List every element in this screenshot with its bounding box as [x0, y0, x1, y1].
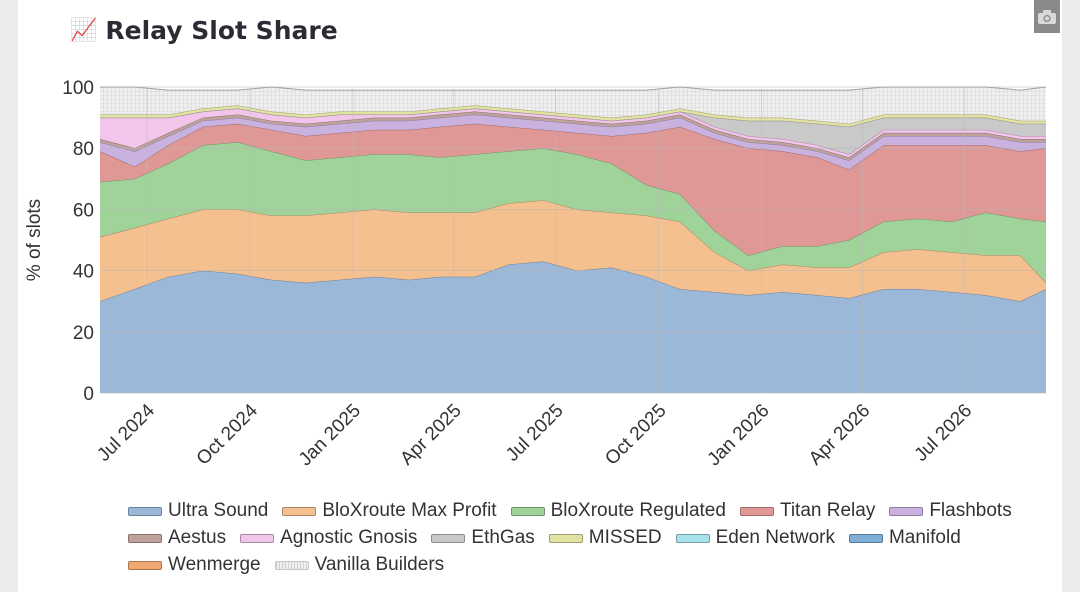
- legend-label: BloXroute Regulated: [550, 500, 726, 521]
- legend-swatch: [274, 560, 309, 570]
- area-ultra-sound: [100, 261, 1046, 393]
- area-bloxroute-max-profit: [100, 200, 1046, 302]
- legend-label: Flashbots: [929, 500, 1012, 521]
- area-missed: [100, 105, 1046, 127]
- legend-label: Wenmerge: [168, 554, 261, 575]
- y-tick-label: 20: [73, 323, 94, 344]
- area-agnostic-gnosis: [100, 108, 1046, 158]
- legend-item-aestus[interactable]: Aestus: [128, 527, 226, 549]
- legend-item-missed[interactable]: MISSED: [548, 527, 662, 549]
- legend-label: BloXroute Max Profit: [322, 500, 497, 521]
- legend-row: Aestus Agnostic Gnosis EthGas MISSED Eden Ne…: [128, 527, 1028, 549]
- legend-item-eden-network[interactable]: Eden Network: [675, 527, 835, 549]
- legend-swatch: [431, 533, 466, 543]
- legend-swatch: [675, 533, 710, 543]
- legend-swatch: [128, 560, 162, 570]
- chart-increasing-icon: 📈: [70, 18, 98, 43]
- camera-icon: [1038, 9, 1056, 24]
- legend-swatch: [889, 506, 924, 516]
- legend-swatch: [128, 506, 162, 516]
- chart-title: Relay Slot Share: [105, 16, 338, 45]
- legend-swatch: [848, 533, 883, 543]
- x-tick-label: Apr 2026: [805, 400, 874, 469]
- legend-label: Titan Relay: [779, 500, 876, 521]
- legend-swatch: [128, 533, 162, 543]
- x-tick-label: Jan 2026: [704, 400, 774, 470]
- area-vanilla-builders: [100, 87, 1046, 124]
- y-tick-label: 80: [73, 139, 94, 160]
- legend-swatch: [548, 533, 583, 543]
- x-tick-label: Oct 2024: [193, 400, 263, 470]
- legend-label: MISSED: [588, 527, 662, 548]
- x-tick-label: Jul 2024: [93, 400, 159, 466]
- legend-label: Agnostic Gnosis: [280, 527, 418, 548]
- legend-label: Manifold: [888, 527, 961, 548]
- area-flashbots: [100, 114, 1046, 170]
- page-title: 📈 Relay Slot Share: [70, 16, 338, 45]
- legend-item-ethgas[interactable]: EthGas: [431, 527, 535, 549]
- y-tick-label: 60: [73, 200, 94, 221]
- legend-item-vanilla-builders[interactable]: Vanilla Builders: [274, 554, 445, 576]
- legend-label: Vanilla Builders: [314, 554, 445, 575]
- legend-item-titan-relay[interactable]: Titan Relay: [739, 500, 876, 522]
- legend-row: Ultra Sound BloXroute Max Profit BloXroute…: [128, 500, 1028, 522]
- legend: Ultra Sound BloXroute Max Profit BloXroute…: [128, 500, 1028, 581]
- x-tick-label: Jul 2025: [502, 400, 568, 466]
- y-tick-label: 100: [62, 78, 94, 99]
- camera-button[interactable]: [1034, 0, 1060, 33]
- legend-swatch: [282, 506, 317, 516]
- legend-swatch: [240, 533, 275, 543]
- area-titan-relay: [100, 123, 1046, 256]
- legend-swatch: [510, 506, 545, 516]
- y-axis-label: % of slots: [24, 199, 45, 281]
- legend-item-bloxroute-regulated[interactable]: BloXroute Regulated: [510, 500, 726, 522]
- legend-swatch: [739, 506, 774, 516]
- y-tick-label: 0: [83, 384, 94, 405]
- legend-item-ultra-sound[interactable]: Ultra Sound: [128, 500, 268, 522]
- legend-label: EthGas: [471, 527, 535, 548]
- legend-label: Aestus: [168, 527, 227, 548]
- x-tick-label: Jul 2026: [911, 400, 977, 466]
- legend-row: Wenmerge Vanilla Builders: [128, 554, 1028, 576]
- legend-item-manifold[interactable]: Manifold: [848, 527, 961, 549]
- legend-item-agnostic-gnosis[interactable]: Agnostic Gnosis: [240, 527, 417, 549]
- x-tick-label: Apr 2025: [396, 400, 465, 469]
- legend-item-bloxroute-max-profit[interactable]: BloXroute Max Profit: [282, 500, 497, 522]
- x-tick-label: Oct 2025: [601, 400, 670, 469]
- area-bloxroute-regulated: [100, 142, 1046, 283]
- x-tick-label: Jan 2025: [295, 400, 365, 470]
- legend-label: Ultra Sound: [168, 500, 269, 521]
- y-tick-label: 40: [73, 262, 94, 283]
- legend-label: Eden Network: [715, 527, 835, 548]
- relay-share-chart: 0 20 40 60 80 100 Jul 2024 Oct 2024 Jan 2025 Apr…: [24, 78, 1047, 470]
- area-ethgas: [100, 108, 1046, 155]
- legend-item-wenmerge[interactable]: Wenmerge: [128, 554, 261, 576]
- legend-item-flashbots[interactable]: Flashbots: [889, 500, 1012, 522]
